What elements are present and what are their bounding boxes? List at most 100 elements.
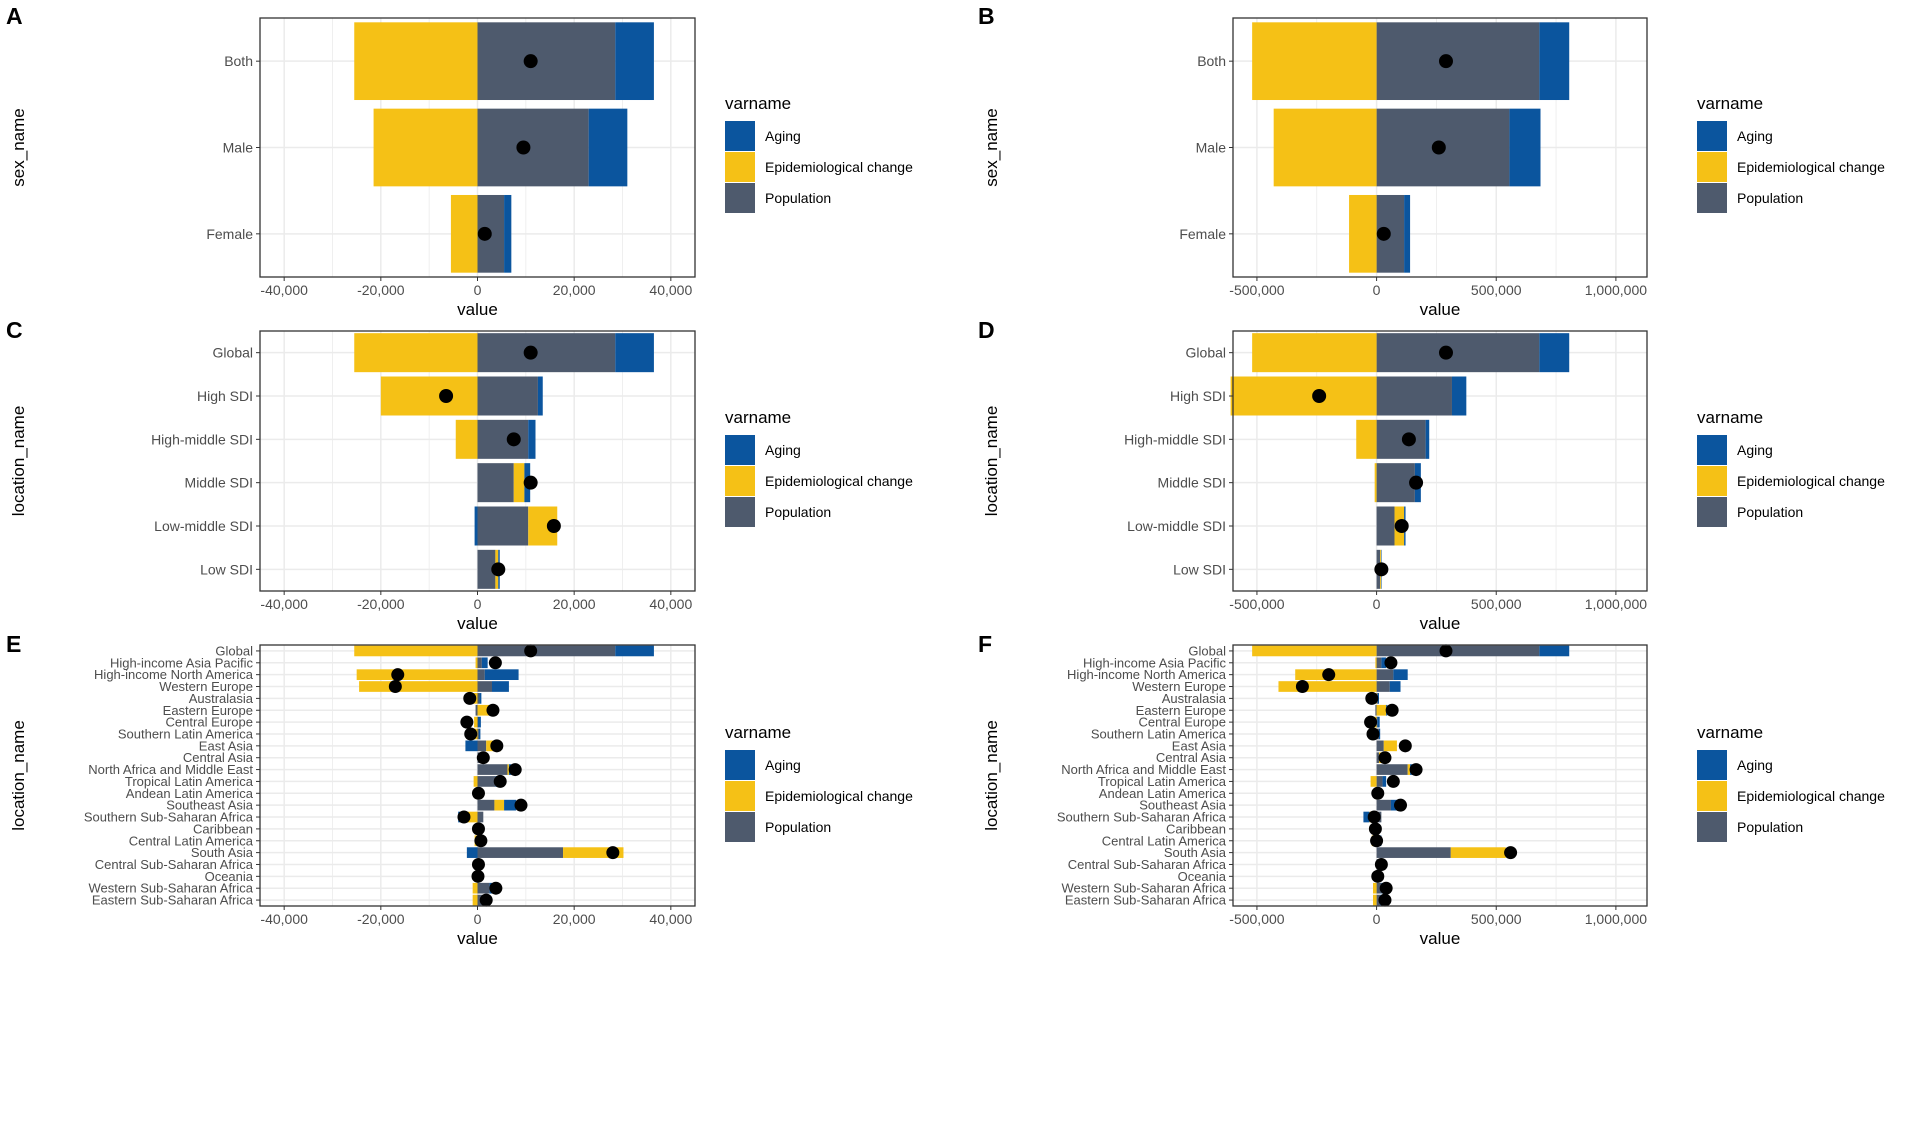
total-point <box>476 751 490 765</box>
bar-aging <box>504 799 517 811</box>
bar-epidemiological-change <box>356 669 478 680</box>
y-tick-label: High-income North America <box>1067 667 1227 682</box>
y-tick-label: High-income Asia Pacific <box>1083 655 1227 670</box>
total-point <box>546 519 561 533</box>
y-tick-label: Central Asia <box>183 750 254 765</box>
y-tick-label: Caribbean <box>193 821 253 836</box>
bar-population <box>477 669 485 680</box>
bar-aging <box>615 333 654 373</box>
bar-epidemiological-change <box>380 376 478 416</box>
y-axis-title: location_name <box>9 406 28 517</box>
total-point <box>1371 869 1385 883</box>
bar-population <box>477 882 490 894</box>
x-tick-label: 500,000 <box>1471 911 1522 927</box>
bar-population <box>1376 882 1382 894</box>
bar-epidemiological-change <box>475 657 478 669</box>
total-point <box>516 140 531 155</box>
x-tick-label: 0 <box>474 596 482 612</box>
bar-aging <box>478 728 481 740</box>
legend-key-population <box>725 812 755 842</box>
bar-population <box>1376 657 1382 669</box>
y-tick-label: Andean Latin America <box>1099 786 1227 801</box>
total-point <box>491 562 506 577</box>
y-tick-label: Low-middle SDI <box>154 518 253 534</box>
y-tick-label: Western Sub-Saharan Africa <box>88 881 253 896</box>
legend-label: Aging <box>765 757 801 773</box>
x-tick-label: 500,000 <box>1471 282 1522 298</box>
total-point <box>1401 432 1416 447</box>
legend-label: Population <box>1737 504 1803 520</box>
y-axis-title: location_name <box>982 406 1001 517</box>
y-tick-label: Southeast Asia <box>166 798 253 813</box>
bar-epidemiological-change <box>455 419 478 459</box>
bar-aging <box>615 645 654 657</box>
x-tick-label: -500,000 <box>1229 596 1284 612</box>
total-point <box>1374 857 1388 871</box>
x-tick-label: 0 <box>1373 282 1381 298</box>
y-tick-label: Australasia <box>189 691 254 706</box>
legend-key-epidemiological-change <box>1697 781 1727 811</box>
bar-epidemiological-change <box>1375 657 1377 669</box>
bar-population <box>477 645 616 657</box>
bar-epidemiological-change <box>354 645 478 657</box>
total-point <box>489 881 503 895</box>
legend-label: Epidemiological change <box>1737 473 1885 489</box>
panel-c: Global High SDI High-middle SDI Middle SDI L… <box>6 317 913 633</box>
plot-frame <box>1232 644 1648 907</box>
bar-epidemiological-change <box>1356 419 1377 459</box>
legend-key-population <box>1697 497 1727 527</box>
panel-label: F <box>978 631 992 657</box>
bar-aging <box>477 716 481 728</box>
bar-aging <box>1363 811 1370 823</box>
total-point <box>1394 798 1408 812</box>
legend-label: Population <box>1737 819 1803 835</box>
bar-population <box>477 811 484 823</box>
legend-label: Population <box>1737 190 1803 206</box>
y-tick-label: Eastern Sub-Saharan Africa <box>92 893 254 908</box>
y-tick-label: Global <box>213 345 253 361</box>
total-point <box>474 834 488 848</box>
legend-label: Epidemiological change <box>1737 788 1885 804</box>
legend-label: Population <box>765 190 831 206</box>
bar-population <box>477 657 482 669</box>
bar-epidemiological-change <box>1370 776 1377 787</box>
y-tick-label: Male <box>1196 140 1227 156</box>
y-tick-label: Southern Sub-Saharan Africa <box>1057 810 1227 825</box>
y-tick-label: Tropical Latin America <box>1098 774 1227 789</box>
bar-epidemiological-change <box>507 764 509 775</box>
bar-aging <box>1381 657 1387 669</box>
y-tick-label: High SDI <box>197 388 253 404</box>
y-tick-label: Tropical Latin America <box>125 774 254 789</box>
legend: varname Aging Epidemiological change Popula… <box>725 408 913 527</box>
bar-population <box>477 740 487 752</box>
legend: varname Aging Epidemiological change Popula… <box>1697 723 1885 842</box>
y-tick-label: North Africa and Middle East <box>1061 762 1226 777</box>
panel-a: Both Male Female -40,000 -20,000 0 20,000 40,00… <box>6 3 913 319</box>
bar-epidemiological-change <box>450 194 478 273</box>
total-point <box>1365 691 1379 705</box>
bar-epidemiological-change <box>473 776 478 787</box>
bar-epidemiological-change <box>1372 894 1377 906</box>
total-point <box>1374 562 1389 577</box>
bar-epidemiological-change <box>1230 376 1377 416</box>
bar-aging <box>1382 776 1387 787</box>
bar-population <box>477 728 479 740</box>
bar-epidemiological-change <box>1273 108 1377 187</box>
total-point <box>1379 881 1393 895</box>
bar-population <box>1376 419 1426 459</box>
total-point <box>464 727 478 741</box>
bar-population <box>477 549 496 589</box>
legend-key-aging <box>725 750 755 780</box>
x-tick-label: -20,000 <box>357 596 405 612</box>
plot-background <box>1233 331 1647 591</box>
x-tick-label: -500,000 <box>1229 282 1284 298</box>
bar-aging <box>474 506 478 546</box>
y-tick-label: Central Sub-Saharan Africa <box>1068 857 1227 872</box>
bar-population <box>1376 764 1408 775</box>
x-axis-title: value <box>457 614 498 633</box>
y-tick-label: Male <box>223 140 254 156</box>
x-axis-title: value <box>457 300 498 319</box>
bar-aging <box>484 669 519 680</box>
bar-aging <box>465 740 478 752</box>
